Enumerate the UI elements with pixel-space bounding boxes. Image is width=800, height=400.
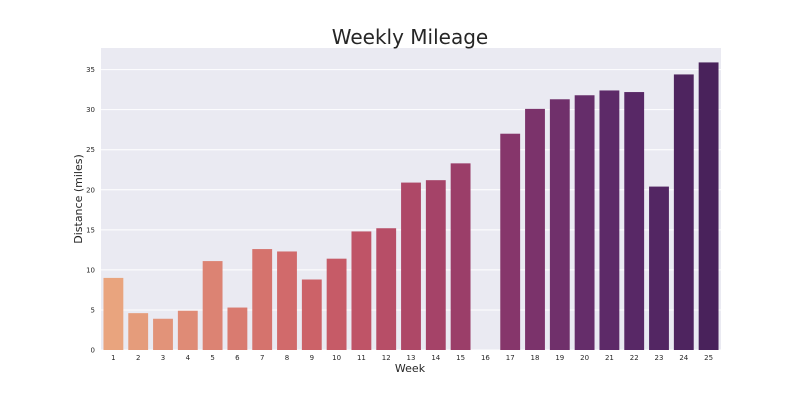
x-tick-label: 12 <box>382 354 391 362</box>
bar-week-2 <box>128 313 149 350</box>
y-axis-label: Distance (miles) <box>72 154 85 244</box>
bar-week-25 <box>698 62 719 350</box>
x-tick-label: 3 <box>161 354 165 362</box>
x-tick-label: 16 <box>481 354 490 362</box>
bar-week-1 <box>103 277 124 350</box>
bar-week-18 <box>525 108 545 350</box>
bar-week-22 <box>624 92 645 351</box>
bar-week-23 <box>649 186 669 350</box>
x-tick-label: 17 <box>506 354 515 362</box>
x-tick-label: 19 <box>555 354 564 362</box>
bar-week-6 <box>227 307 248 350</box>
x-tick-label: 23 <box>655 354 664 362</box>
x-axis-label: Week <box>395 362 426 375</box>
bar-week-3 <box>153 318 173 350</box>
x-tick-label: 8 <box>285 354 289 362</box>
bar-week-7 <box>252 249 273 350</box>
bar-week-11 <box>351 231 372 350</box>
y-tick-label: 35 <box>86 66 95 74</box>
x-tick-label: 10 <box>332 354 341 362</box>
x-tick-label: 5 <box>210 354 214 362</box>
bar-week-5 <box>202 261 223 350</box>
y-tick-label: 20 <box>86 186 95 194</box>
x-tick-label: 13 <box>407 354 416 362</box>
x-tick-label: 1 <box>111 354 115 362</box>
chart-title: Weekly Mileage <box>332 25 488 49</box>
bar-week-4 <box>177 310 198 350</box>
bar-week-21 <box>599 90 620 350</box>
x-tick-label: 21 <box>605 354 614 362</box>
x-tick-label: 20 <box>580 354 589 362</box>
x-tick-label: 7 <box>260 354 264 362</box>
x-tick-label: 24 <box>679 354 688 362</box>
x-tick-label: 25 <box>704 354 713 362</box>
x-tick-labels: 1 2 3 4 5 6 7 8 9 10 11 12 13 14 15 16 17 18 19 20 21 22 23 24 2… <box>111 354 713 362</box>
bar-week-13 <box>401 182 421 350</box>
bars <box>103 62 719 351</box>
bar-week-17 <box>500 133 521 350</box>
y-tick-label: 5 <box>91 306 95 314</box>
x-tick-label: 4 <box>186 354 191 362</box>
x-tick-label: 18 <box>531 354 540 362</box>
y-tick-label: 10 <box>86 266 95 274</box>
bar-week-14 <box>425 180 446 350</box>
x-tick-label: 11 <box>357 354 366 362</box>
x-tick-label: 2 <box>136 354 140 362</box>
bar-week-20 <box>574 95 595 350</box>
x-tick-label: 15 <box>456 354 465 362</box>
bar-week-15 <box>450 163 471 350</box>
y-tick-label: 15 <box>86 226 95 234</box>
x-tick-label: 6 <box>235 354 240 362</box>
bar-week-9 <box>301 279 322 350</box>
y-tick-label: 25 <box>86 146 95 154</box>
bar-week-12 <box>376 228 397 350</box>
x-tick-label: 14 <box>431 354 440 362</box>
bar-week-24 <box>673 74 694 351</box>
y-tick-label: 30 <box>86 106 95 114</box>
bar-week-10 <box>326 258 347 350</box>
bar-week-19 <box>549 99 570 350</box>
x-tick-label: 9 <box>310 354 314 362</box>
x-tick-label: 22 <box>630 354 639 362</box>
y-tick-label: 0 <box>91 347 95 355</box>
y-tick-labels: 0 5 10 15 20 25 30 35 <box>86 66 95 354</box>
bar-week-8 <box>277 251 297 350</box>
